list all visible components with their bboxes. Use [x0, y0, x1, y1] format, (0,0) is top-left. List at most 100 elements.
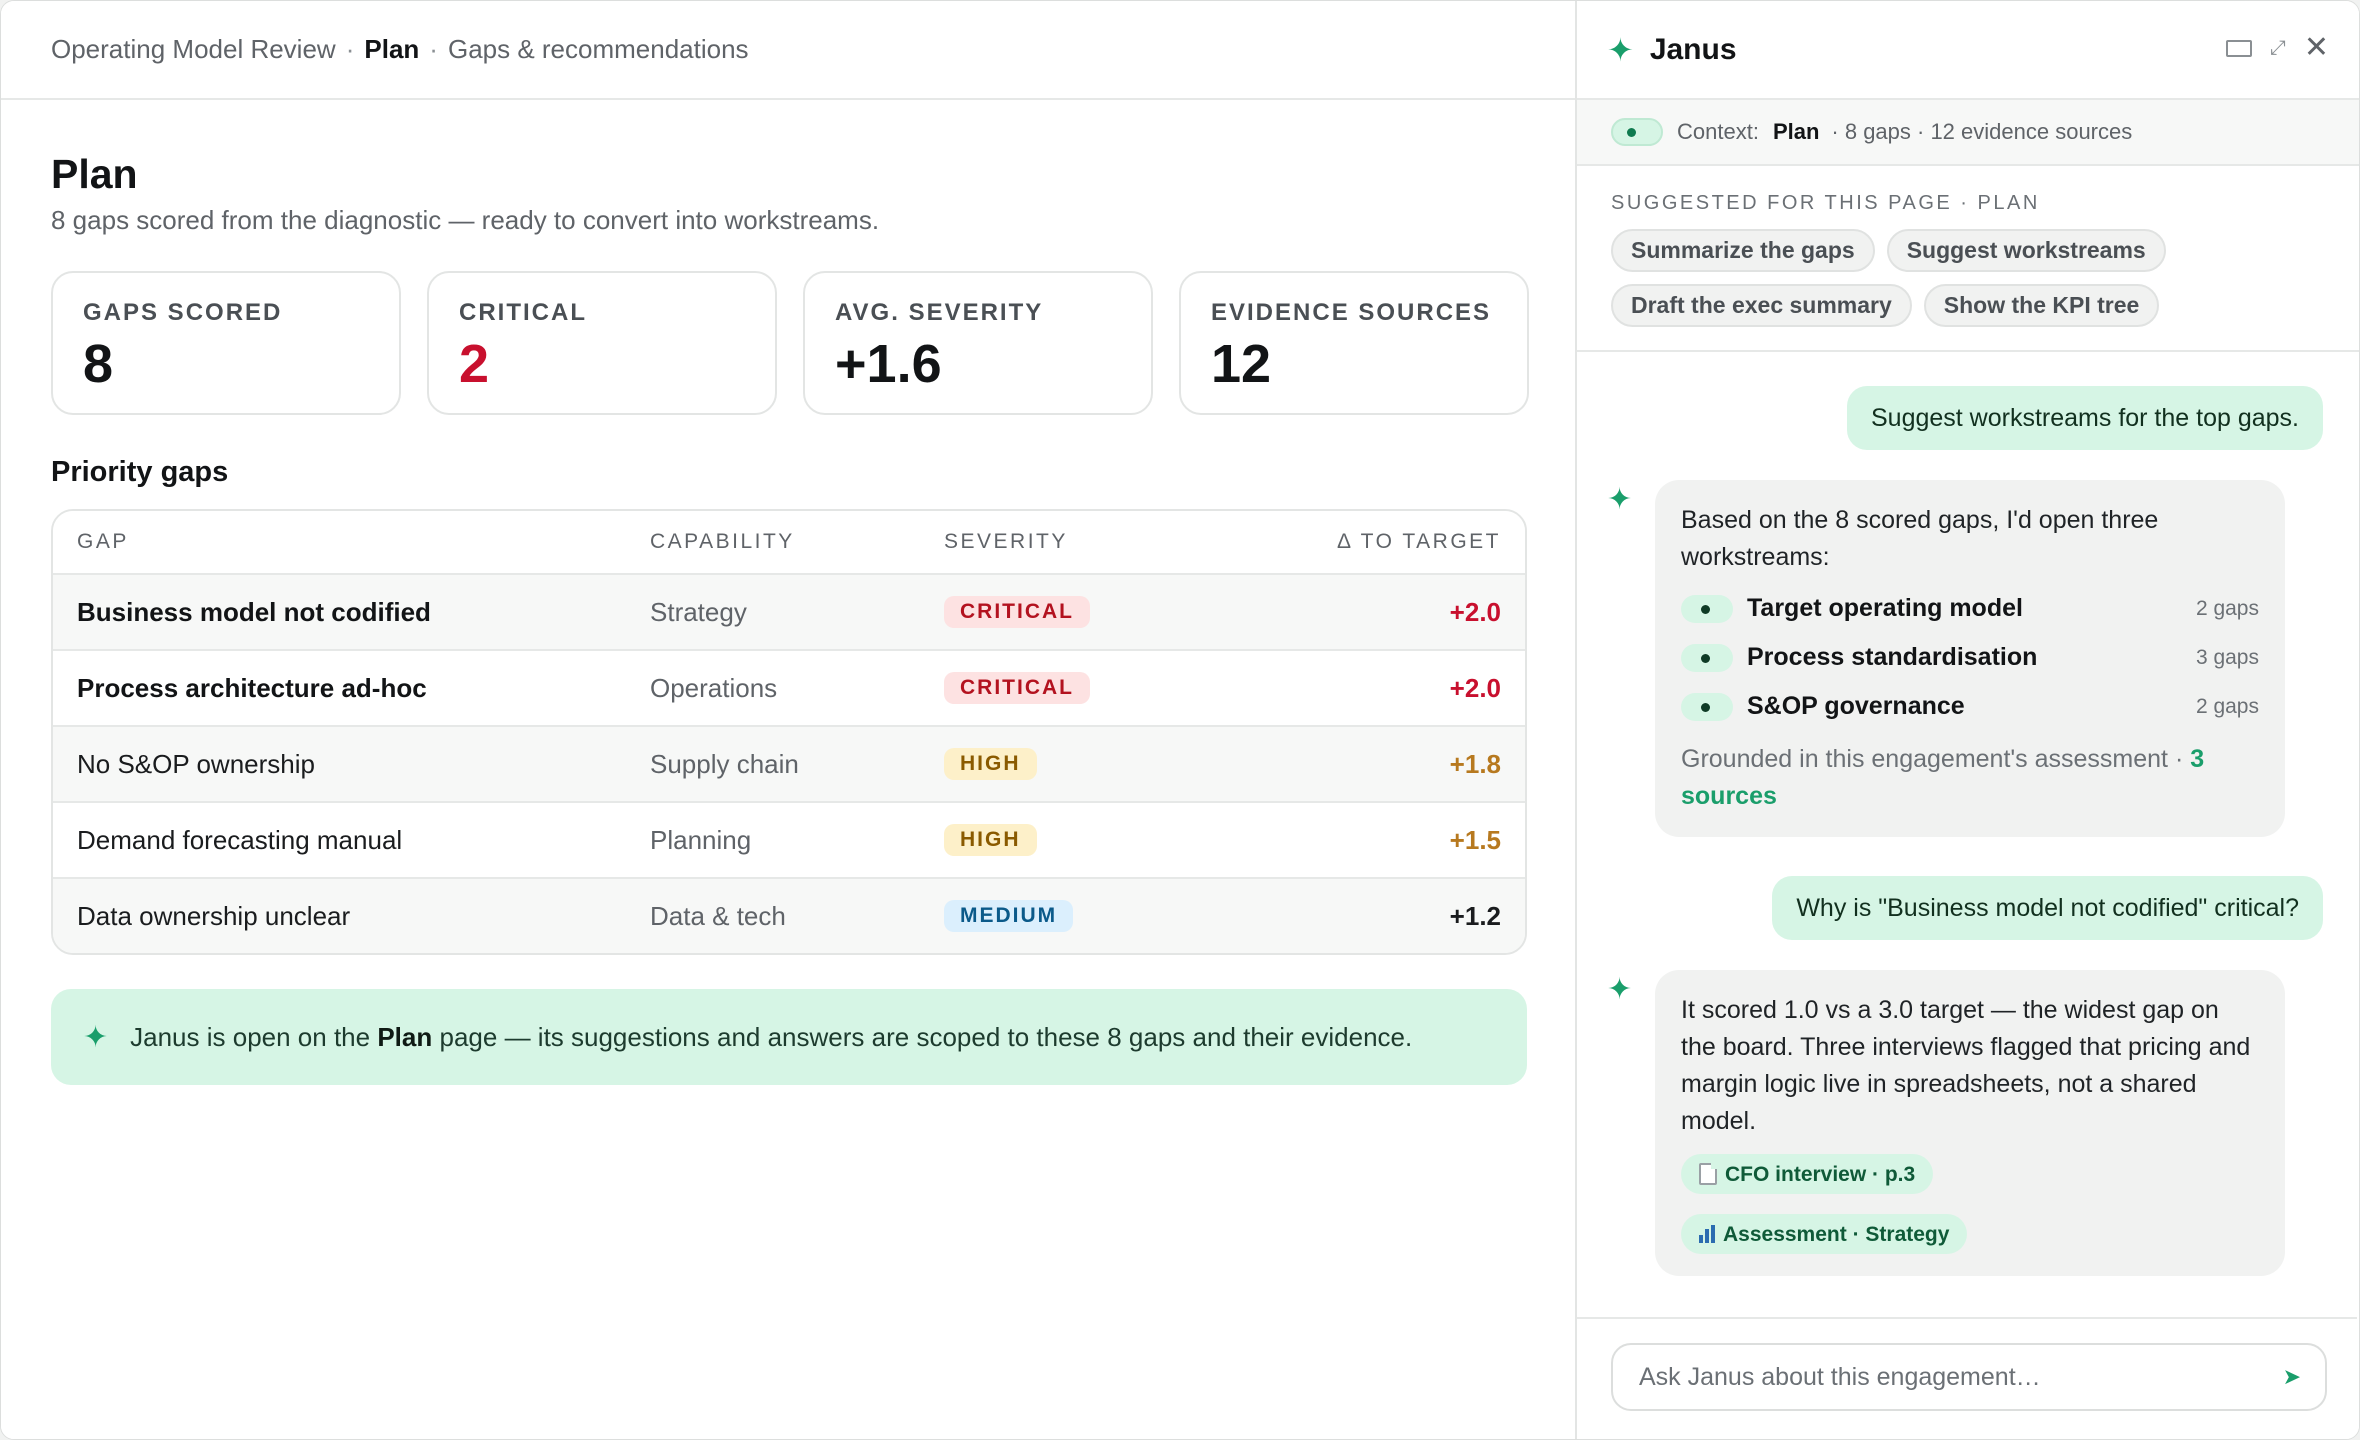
page-title: Plan [51, 151, 138, 197]
suggestion-chip[interactable]: Show the KPI tree [1923, 284, 2160, 327]
grounding-text: Grounded in this engagement's assessment… [1681, 745, 2184, 773]
workstream-dot-icon [1681, 643, 1733, 672]
citation-label: Assessment · Strategy [1723, 1222, 1950, 1246]
suggestion-chip[interactable]: Summarize the gaps [1611, 229, 1875, 272]
sources-link[interactable]: 3 sources [1681, 745, 2205, 810]
gap-capability: Planning [650, 824, 752, 855]
breadcrumb-current[interactable]: Plan [364, 34, 420, 64]
assistant-header: ✦ Janus ⤢ ✕ [1577, 1, 2359, 100]
severity-badge: CRITICAL [944, 596, 1090, 628]
column-header-delta[interactable]: Δ TO TARGET [1336, 530, 1501, 553]
document-icon [1699, 1163, 1717, 1185]
close-icon[interactable]: ✕ [2303, 31, 2329, 64]
stat-card-evidence-sources: EVIDENCE SOURCES 12 [1179, 271, 1529, 415]
severity-badge: MEDIUM [944, 900, 1074, 932]
gap-name: Business model not codified [77, 596, 431, 627]
table-row[interactable]: Business model not codified Strategy CRI… [53, 573, 1525, 649]
gap-capability: Supply chain [650, 748, 799, 779]
suggestion-chip[interactable]: Suggest workstreams [1886, 229, 2166, 272]
gap-capability: Data & tech [650, 900, 786, 931]
gap-delta: +1.8 [1449, 748, 1501, 779]
workstream-count: 2 gaps [2195, 695, 2259, 718]
workstream-count: 3 gaps [2195, 646, 2259, 669]
workstream-dot-icon [1681, 594, 1733, 623]
suggestion-chip[interactable]: Draft the exec summary [1611, 284, 1912, 327]
expand-icon[interactable]: ⤢ [2269, 36, 2286, 59]
severity-cell: HIGH [944, 824, 1304, 856]
stat-cards: GAPS SCORED 8 CRITICAL 2 AVG. SEVERITY +… [51, 271, 1529, 415]
banner-page: Plan [377, 1021, 433, 1052]
workstream-dot-icon [1681, 692, 1733, 721]
chat-input[interactable] [1637, 1361, 2283, 1393]
gap-delta: +1.5 [1449, 824, 1501, 855]
gap-delta: +2.0 [1449, 672, 1501, 703]
user-message: Why is "Business model not codified" cri… [1772, 876, 2323, 940]
breadcrumb-root[interactable]: Operating Model Review [51, 34, 336, 64]
workstream-name: Target operating model [1747, 594, 2023, 622]
context-banner: ✦ Janus is open on the Plan page — its s… [51, 989, 1527, 1085]
gap-delta: +2.0 [1449, 596, 1501, 627]
breadcrumb-separator: · [345, 34, 355, 64]
stat-card-critical: CRITICAL 2 [427, 271, 777, 415]
sparkle-icon: ✦ [83, 1020, 109, 1054]
column-header-severity[interactable]: SEVERITY [944, 530, 1068, 553]
table-header-row: GAP CAPABILITY SEVERITY Δ TO TARGET [53, 511, 1525, 573]
breadcrumb: Operating Model Review · Plan · Gaps & r… [1, 1, 1575, 100]
table-row[interactable]: No S&OP ownership Supply chain HIGH +1.8 [53, 725, 1525, 801]
severity-badge: HIGH [944, 824, 1037, 856]
workstream-item[interactable]: Process standardisation 3 gaps [1681, 633, 2259, 682]
banner-suffix: page — its suggestions and answers are s… [439, 1021, 1413, 1052]
citation-label: CFO interview · p.3 [1725, 1162, 1916, 1186]
divider [1577, 1317, 2357, 1319]
workstream-item[interactable]: Target operating model 2 gaps [1681, 584, 2259, 633]
gap-name: Demand forecasting manual [77, 824, 403, 855]
workstream-list: Target operating model 2 gaps Process st… [1681, 584, 2259, 731]
minimize-icon[interactable] [2225, 39, 2252, 57]
stat-label: GAPS SCORED [83, 299, 283, 326]
sparkle-icon: ✦ [1607, 31, 1634, 68]
context-label: Context: [1677, 119, 1759, 144]
suggestions-section: SUGGESTED FOR THIS PAGE · PLAN Summarize… [1577, 166, 2359, 352]
workstream-item[interactable]: S&OP governance 2 gaps [1681, 682, 2259, 731]
context-page: Plan [1772, 119, 1820, 144]
column-header-gap[interactable]: GAP [77, 530, 129, 553]
stat-label: AVG. SEVERITY [835, 299, 1044, 326]
severity-cell: CRITICAL [944, 596, 1304, 628]
stat-label: EVIDENCE SOURCES [1211, 299, 1492, 326]
table-row[interactable]: Data ownership unclear Data & tech MEDIU… [53, 877, 1525, 953]
assistant-message: It scored 1.0 vs a 3.0 target — the wide… [1655, 970, 2285, 1276]
stat-card-gaps-scored: GAPS SCORED 8 [51, 271, 401, 415]
citation-chip[interactable]: CFO interview · p.3 [1681, 1154, 1934, 1194]
chat-composer: ➤ [1611, 1343, 2327, 1411]
workstream-name: Process standardisation [1747, 643, 2038, 671]
severity-cell: MEDIUM [944, 900, 1304, 932]
gap-name: Data ownership unclear [77, 900, 351, 931]
gap-delta: +1.2 [1449, 900, 1501, 931]
suggestion-chips: Summarize the gaps Suggest workstreams D… [1611, 229, 2231, 327]
severity-badge: HIGH [944, 748, 1037, 780]
gap-name: No S&OP ownership [77, 748, 315, 779]
assistant-message-text: It scored 1.0 vs a 3.0 target — the wide… [1681, 996, 2251, 1135]
assistant-panel: ✦ Janus ⤢ ✕ Context: Plan · 8 gaps · 12 … [1575, 1, 2359, 1439]
citation-chip[interactable]: Assessment · Strategy [1681, 1214, 1968, 1254]
context-toggle[interactable] [1611, 118, 1663, 146]
citation-list: CFO interview · p.3 [1681, 1154, 2259, 1196]
stat-value: 8 [83, 334, 114, 394]
section-title-priority-gaps: Priority gaps [51, 456, 229, 488]
suggestions-label: SUGGESTED FOR THIS PAGE · PLAN [1611, 192, 2040, 214]
breadcrumb-section: Gaps & recommendations [447, 34, 749, 64]
gap-capability: Operations [650, 672, 778, 703]
gap-name: Process architecture ad-hoc [77, 672, 427, 703]
banner-text: Janus is open on the Plan page — its sug… [130, 1022, 1412, 1053]
sparkle-icon: ✦ [1607, 973, 1633, 1006]
assistant-message: Based on the 8 scored gaps, I'd open thr… [1655, 480, 2285, 837]
assistant-title: Janus [1649, 32, 1737, 66]
user-message: Suggest workstreams for the top gaps. [1847, 386, 2323, 450]
citation-list: Assessment · Strategy [1681, 1214, 2259, 1254]
table-row[interactable]: Process architecture ad-hoc Operations C… [53, 649, 1525, 725]
stat-value: 2 [459, 334, 490, 394]
table-row[interactable]: Demand forecasting manual Planning HIGH … [53, 801, 1525, 877]
send-icon[interactable]: ➤ [2282, 1364, 2301, 1389]
gap-capability: Strategy [650, 596, 747, 627]
column-header-capability[interactable]: CAPABILITY [650, 530, 795, 553]
